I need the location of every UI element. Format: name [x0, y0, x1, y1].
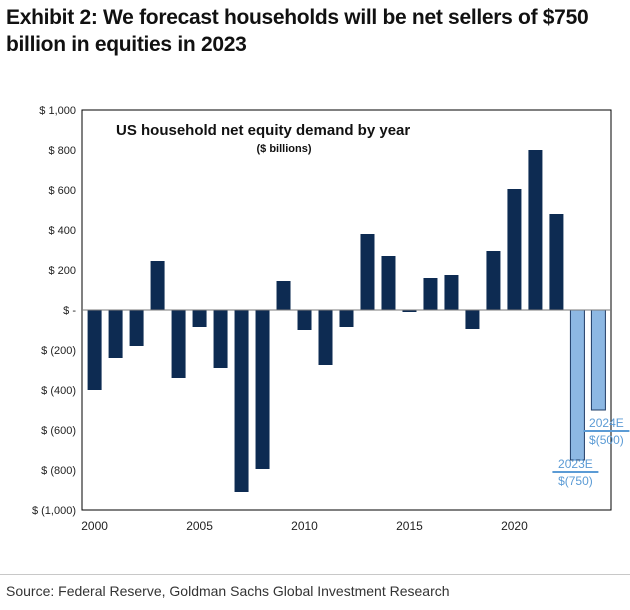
- bar-2017: [444, 275, 459, 310]
- y-tick-label: $ 400: [48, 225, 76, 237]
- y-tick-label: $ -: [63, 305, 76, 317]
- x-tick-label: 2015: [396, 519, 423, 533]
- annotation-year-2023: 2023E: [558, 457, 593, 471]
- y-tick-label: $ 600: [48, 185, 76, 197]
- y-tick-label: $ (800): [41, 465, 76, 477]
- bar-2010: [297, 310, 312, 330]
- bar-2019: [486, 251, 501, 310]
- bar-2007: [234, 310, 249, 492]
- bar-chart: $ 1,000 $ 800 $ 600 $ 400 $ 200 $ - $ (200) $ (…: [32, 105, 630, 533]
- footer-divider: [0, 574, 630, 575]
- bar-2014: [381, 256, 396, 310]
- bar-2020: [507, 189, 522, 310]
- y-tick-label: $ 800: [48, 145, 76, 157]
- bar-2006: [213, 310, 228, 368]
- bar-2000: [87, 310, 102, 390]
- bar-2013: [360, 234, 375, 310]
- y-tick-label: $ (600): [41, 425, 76, 437]
- y-tick-label: $ (400): [41, 385, 76, 397]
- bar-2012: [339, 310, 354, 327]
- x-tick-label: 2005: [186, 519, 213, 533]
- bar-2022: [549, 214, 564, 310]
- x-tick-label: 2000: [81, 519, 108, 533]
- bar-2005: [192, 310, 207, 327]
- bar-2004: [171, 310, 186, 378]
- y-tick-label: $ 1,000: [39, 105, 76, 117]
- bar-2003: [150, 261, 165, 310]
- bar-2008: [255, 310, 270, 469]
- bar-2023: [569, 309, 585, 461]
- chart-subtitle: ($ billions): [257, 143, 312, 155]
- bar-2021: [528, 150, 543, 310]
- y-tick-label: $ (200): [41, 345, 76, 357]
- bar-2002: [129, 310, 144, 346]
- source-note: Source: Federal Reserve, Goldman Sachs G…: [6, 583, 450, 599]
- exhibit-title: Exhibit 2: We forecast households will b…: [6, 6, 589, 56]
- bar-2009: [276, 281, 291, 310]
- bar-2015: [402, 310, 417, 312]
- bar-2001: [108, 310, 123, 358]
- bar-2024: [590, 309, 606, 411]
- annotation-value-2023: $(750): [558, 474, 593, 488]
- x-tick-label: 2010: [291, 519, 318, 533]
- bar-2018: [465, 310, 480, 329]
- y-tick-label: $ 200: [48, 265, 76, 277]
- chart-title: US household net equity demand by year: [116, 122, 410, 139]
- annotation-value-2024: $(500): [589, 433, 624, 447]
- y-tick-label: $ (1,000): [32, 505, 76, 517]
- bar-2011: [318, 310, 333, 365]
- bar-2016: [423, 278, 438, 310]
- x-tick-label: 2020: [501, 519, 528, 533]
- annotation-year-2024: 2024E: [589, 416, 624, 430]
